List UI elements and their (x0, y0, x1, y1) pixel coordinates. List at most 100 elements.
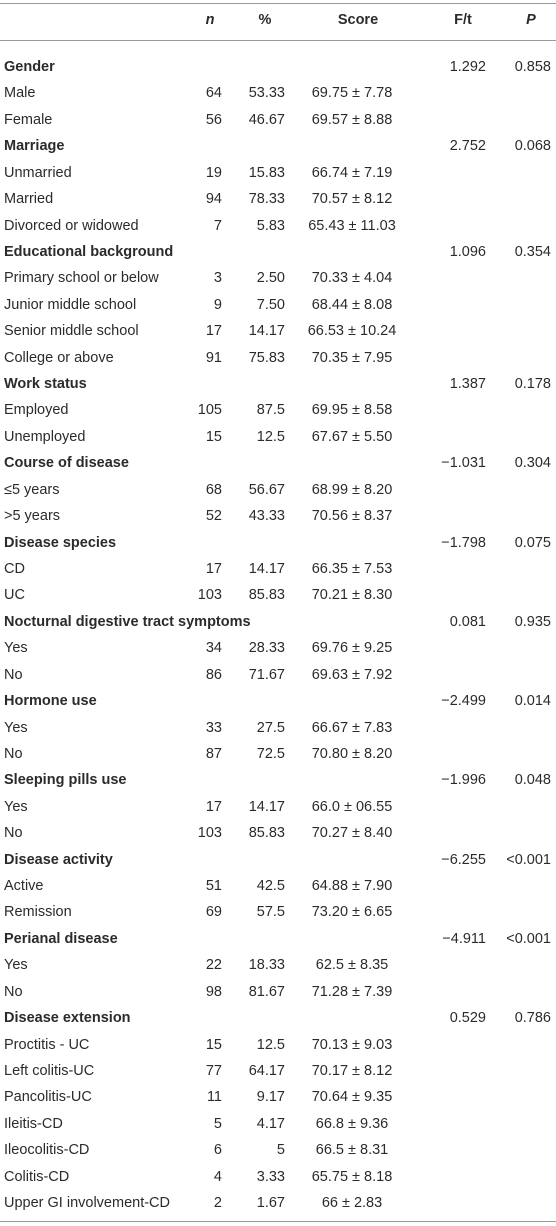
cell-n: 69 (205, 904, 222, 921)
row-label: >5 years (4, 508, 61, 525)
cell-pct: 85.83 (248, 587, 285, 604)
cell-score: 73.20 ± 6.65 (311, 904, 393, 921)
cell-pct: 2.50 (256, 270, 285, 287)
row-label: UC (4, 587, 25, 604)
row-label: Yes (4, 798, 28, 815)
cell-n: 105 (197, 402, 222, 419)
cell-score: 66.8 ± 9.36 (315, 1115, 389, 1132)
cell-p: 0.068 (514, 138, 551, 155)
cell-score: 66.67 ± 7.83 (311, 719, 393, 736)
cell-n: 15 (205, 1036, 222, 1053)
cell-pct: 5.83 (256, 217, 285, 234)
cell-n: 6 (213, 1142, 222, 1159)
row-label: Unmarried (4, 164, 72, 181)
cell-ft: −1.031 (441, 455, 486, 472)
cell-n: 103 (197, 587, 222, 604)
cell-score: 66.5 ± 8.31 (315, 1142, 389, 1159)
cell-pct: 12.5 (256, 1036, 285, 1053)
group-label: Sleeping pills use (4, 772, 127, 789)
cell-score: 70.33 ± 4.04 (311, 270, 393, 287)
cell-ft: −2.499 (441, 693, 486, 710)
cell-n: 9 (213, 296, 222, 313)
row-label: Yes (4, 719, 28, 736)
cell-n: 68 (205, 481, 222, 498)
cell-pct: 78.33 (248, 191, 285, 208)
cell-pct: 75.83 (248, 349, 285, 366)
cell-n: 77 (205, 1062, 222, 1079)
cell-score: 70.35 ± 7.95 (311, 349, 393, 366)
cell-n: 2 (213, 1195, 222, 1212)
row-label: Ileitis-CD (4, 1115, 63, 1132)
cell-n: 94 (205, 191, 222, 208)
row-label: Yes (4, 640, 28, 657)
cell-ft: −1.798 (441, 534, 486, 551)
cell-ft: 1.292 (449, 59, 486, 75)
cell-ft: 1.387 (449, 376, 486, 393)
row-label: ≤5 years (4, 481, 60, 498)
cell-n: 11 (206, 1089, 222, 1106)
row-label: Ileocolitis-CD (4, 1142, 90, 1159)
cell-pct: 18.33 (248, 957, 285, 974)
row-label: Remission (4, 904, 72, 921)
cell-p: 0.304 (514, 455, 551, 472)
cell-score: 69.57 ± 8.88 (311, 111, 393, 128)
cell-score: 69.76 ± 9.25 (311, 640, 393, 657)
group-label: Educational background (4, 243, 174, 260)
cell-n: 87 (205, 745, 222, 762)
cell-n: 56 (205, 111, 222, 128)
cell-score: 70.64 ± 9.35 (311, 1089, 393, 1106)
cell-score: 70.21 ± 8.30 (311, 587, 393, 604)
cell-n: 17 (205, 798, 222, 815)
cell-score: 70.17 ± 8.12 (311, 1062, 393, 1079)
cell-n: 34 (205, 640, 222, 657)
cell-pct: 9.17 (256, 1089, 285, 1106)
cell-p: 0.935 (514, 613, 551, 630)
row-label: College or above (4, 349, 114, 366)
cell-p: 0.354 (514, 243, 551, 260)
column-header: % (258, 12, 272, 28)
cell-pct: 46.67 (248, 111, 285, 128)
cell-n: 7 (213, 217, 222, 234)
row-label: Unemployed (4, 428, 86, 445)
row-label: Employed (4, 402, 69, 419)
cell-p: 0.075 (514, 534, 551, 551)
cell-ft: 2.752 (449, 138, 486, 155)
cell-pct: 53.33 (248, 85, 285, 102)
cell-pct: 12.5 (256, 428, 285, 445)
cell-pct: 5 (276, 1142, 285, 1159)
group-label: Disease activity (4, 851, 113, 868)
cell-n: 15 (205, 428, 222, 445)
group-label: Disease extension (4, 1010, 131, 1027)
cell-n: 103 (197, 825, 222, 842)
row-label: Proctitis - UC (4, 1036, 90, 1053)
column-header: n (205, 12, 215, 28)
row-label: Yes (4, 957, 28, 974)
cell-score: 71.28 ± 7.39 (311, 983, 393, 1000)
cell-pct: 14.17 (248, 323, 285, 340)
group-label: Perianal disease (4, 930, 118, 947)
cell-pct: 56.67 (248, 481, 285, 498)
cell-score: 69.63 ± 7.92 (311, 666, 393, 683)
cell-score: 66.35 ± 7.53 (311, 560, 393, 577)
cell-pct: 4.17 (256, 1115, 285, 1132)
cell-pct: 85.83 (248, 825, 285, 842)
group-label: Nocturnal digestive tract symptoms (4, 613, 251, 630)
cell-pct: 3.33 (256, 1168, 285, 1185)
cell-pct: 14.17 (248, 798, 285, 815)
row-label: No (4, 745, 23, 762)
row-label: No (4, 983, 23, 1000)
cell-score: 70.27 ± 8.40 (311, 825, 393, 842)
group-label: Hormone use (4, 693, 97, 710)
cell-pct: 43.33 (248, 508, 285, 525)
cell-pct: 57.5 (256, 904, 285, 921)
cell-ft: −6.255 (441, 851, 486, 868)
cell-score: 65.43 ± 11.03 (308, 217, 396, 234)
cell-n: 17 (205, 560, 222, 577)
column-header: F/t (454, 12, 472, 28)
group-label: Course of disease (4, 455, 129, 472)
column-header: P (526, 12, 536, 28)
cell-pct: 27.5 (256, 719, 285, 736)
row-label: Left colitis-UC (4, 1062, 95, 1079)
cell-p: <0.001 (506, 851, 551, 868)
